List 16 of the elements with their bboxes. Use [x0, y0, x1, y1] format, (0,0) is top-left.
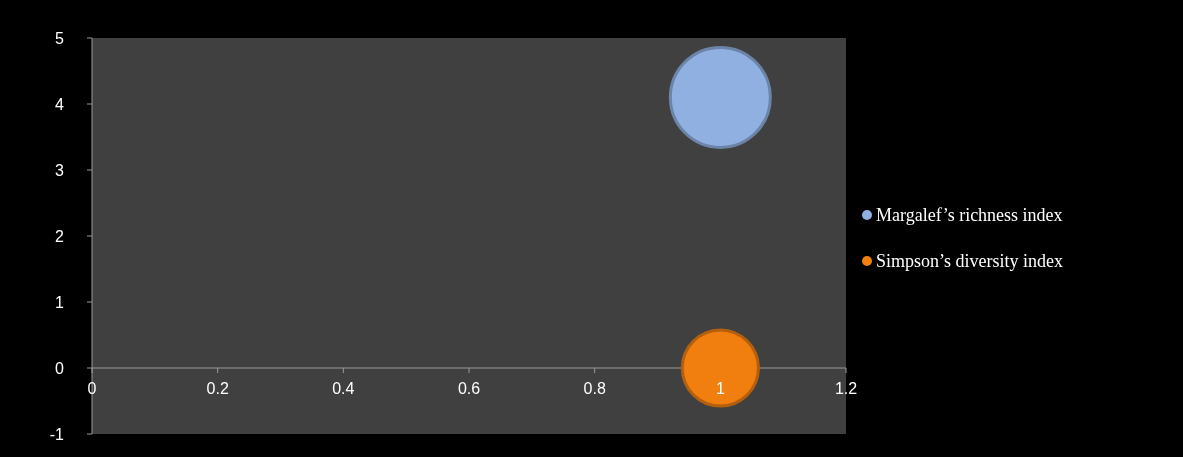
legend-label: Simpson’s diversity index: [876, 251, 1064, 272]
x-tick-label: 1.2: [834, 380, 858, 397]
x-tick-label: 0: [87, 380, 97, 397]
legend-label: Margalef’s richness index: [876, 205, 1063, 226]
x-tick-label: 0.6: [457, 380, 481, 397]
x-tick-label: 1: [715, 380, 725, 397]
y-tick-label: 3: [55, 161, 65, 179]
x-tick-label: 0.8: [583, 380, 606, 397]
y-tick-label: 0: [55, 359, 65, 377]
y-tick-label: 5: [55, 29, 65, 47]
y-tick-label: 2: [55, 227, 65, 245]
y-tick-label: 4: [55, 95, 65, 113]
x-tick-label: 0.2: [206, 380, 229, 397]
x-tick-label: 0.4: [332, 380, 355, 397]
y-tick-label: -1: [49, 425, 65, 443]
y-tick-label: 1: [55, 293, 65, 311]
